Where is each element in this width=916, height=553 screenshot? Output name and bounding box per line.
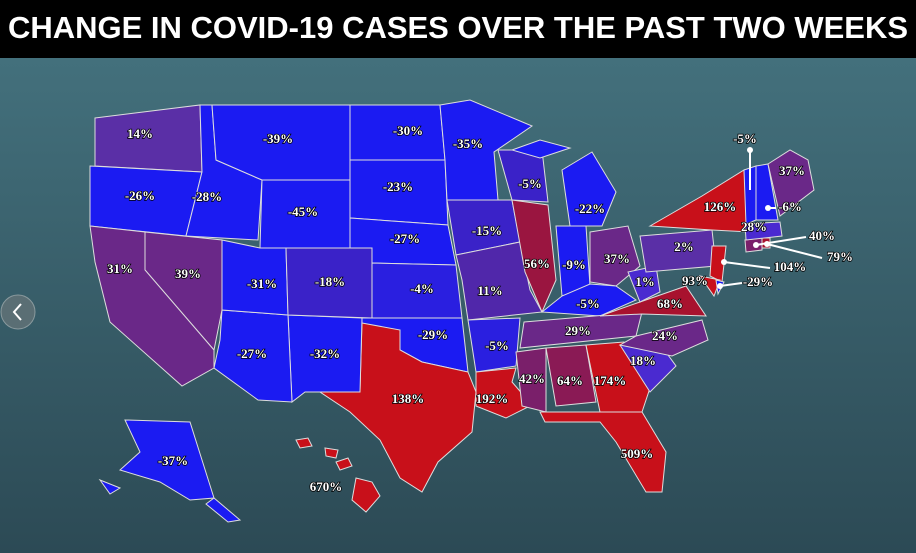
state-label: 192% [476, 391, 509, 406]
state-shape [324, 447, 339, 459]
state-label: 104% [774, 259, 807, 274]
state-label: 18% [630, 353, 656, 368]
state-shape [335, 457, 353, 471]
state-label: 31% [107, 261, 133, 276]
state-label: 24% [652, 328, 678, 343]
states [89, 99, 815, 523]
state-label: -9% [562, 257, 586, 272]
title-bar [0, 0, 916, 58]
state-label: 40% [809, 228, 835, 243]
state-label: 670% [310, 479, 343, 494]
state-label: -5% [576, 296, 600, 311]
state-shape [98, 478, 122, 495]
state-label: 28% [741, 219, 767, 234]
state-label: 126% [704, 199, 737, 214]
state-shape [767, 149, 815, 217]
state-label: -28% [192, 189, 222, 204]
leader-dot [764, 241, 770, 247]
state-shape [545, 344, 597, 407]
state-label: -32% [310, 346, 340, 361]
state-label: 509% [621, 446, 654, 461]
state-label: 68% [657, 296, 683, 311]
state-label: 14% [127, 126, 153, 141]
state-label: -27% [237, 346, 267, 361]
state-label: -45% [288, 204, 318, 219]
state-label: 64% [557, 373, 583, 388]
leader-line [719, 282, 743, 287]
state-label: -35% [453, 136, 483, 151]
state-shape [89, 225, 215, 387]
state-label: -37% [158, 453, 188, 468]
state-shape [511, 199, 557, 314]
state-shape [618, 319, 709, 357]
state-shape [295, 437, 313, 449]
state-label: -5% [733, 131, 757, 146]
state-label: 11% [477, 283, 502, 298]
state-shape [755, 163, 779, 221]
state-label: -4% [410, 281, 434, 296]
state-label: -22% [575, 201, 605, 216]
state-label: -18% [315, 274, 345, 289]
state-shape [205, 497, 242, 523]
state-shape [589, 225, 641, 287]
state-label: -23% [383, 179, 413, 194]
state-label: 79% [827, 249, 853, 264]
state-label: -15% [472, 223, 502, 238]
state-label: 138% [392, 391, 425, 406]
state-label: -5% [485, 338, 509, 353]
prev-button[interactable] [0, 294, 36, 330]
leader-line [766, 243, 823, 259]
state-label: -26% [125, 188, 155, 203]
state-shape [539, 411, 667, 493]
state-label: 37% [779, 163, 805, 178]
labels: 14% -26% -28% -39% -45% -30% -23% -27% -4% -29% 13… [106, 122, 854, 495]
state-label: -5% [518, 176, 542, 191]
state-label: -6% [778, 199, 802, 214]
state-shape [510, 139, 572, 159]
state-label: 39% [175, 266, 201, 281]
state-shape [351, 477, 381, 513]
state-shape [285, 247, 373, 319]
state-shape [439, 99, 534, 201]
state-label: 37% [604, 251, 630, 266]
leader-line [723, 261, 771, 269]
state-label: -27% [390, 231, 420, 246]
state-label: -30% [393, 123, 423, 138]
state-label: 93% [682, 273, 708, 288]
state-label: -29% [743, 274, 773, 289]
state-shape [599, 285, 707, 317]
state-label: -31% [247, 276, 277, 291]
state-label: 174% [594, 373, 627, 388]
state-label: -29% [418, 327, 448, 342]
state-shape [318, 322, 477, 493]
state-label: 56% [524, 256, 550, 271]
state-label: 29% [565, 323, 591, 338]
state-shape [744, 221, 783, 241]
leader-dot [753, 242, 759, 248]
leader-dot [765, 205, 771, 211]
leader-dot [721, 259, 727, 265]
state-label: -39% [263, 131, 293, 146]
state-shape [467, 317, 521, 373]
state-shape [561, 151, 617, 227]
state-label: 1% [635, 274, 655, 289]
state-label: 42% [519, 371, 545, 386]
leader-dot [747, 147, 753, 153]
title: CHANGE IN COVID-19 CASES OVER THE PAST T… [8, 10, 908, 45]
state-label: 2% [674, 239, 694, 254]
state-shape [119, 419, 215, 501]
leader-dot [717, 283, 723, 289]
